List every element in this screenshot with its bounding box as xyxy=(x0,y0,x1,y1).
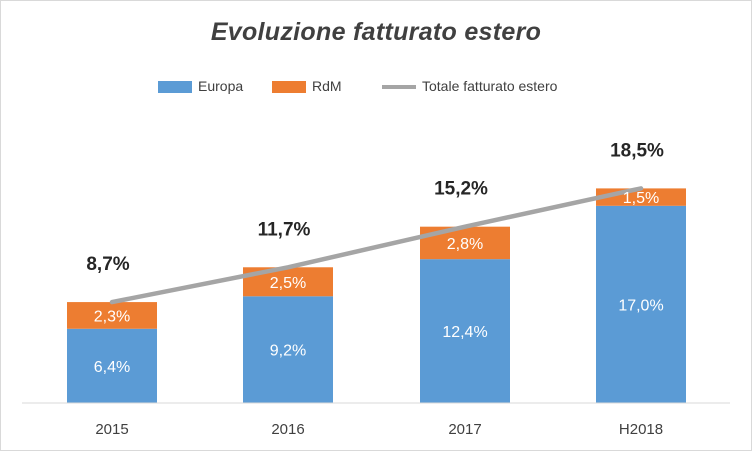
x-tick-label-2: 2017 xyxy=(448,421,481,438)
legend-label-totale: Totale fatturato estero xyxy=(422,78,558,94)
label-europa-1: 9,2% xyxy=(270,343,306,360)
bar-europa-3 xyxy=(596,205,686,403)
legend-label-rdm: RdM xyxy=(312,78,342,94)
label-rdm-1: 2,5% xyxy=(270,275,306,292)
label-europa-3: 17,0% xyxy=(618,297,663,314)
label-rdm-0: 2,3% xyxy=(94,308,130,325)
line-totale xyxy=(109,186,644,305)
bar-europa-1 xyxy=(243,296,333,403)
label-totale-3: 18,5% xyxy=(610,140,664,161)
bar-rdm-0 xyxy=(67,302,157,329)
label-rdm-3: 1,5% xyxy=(623,190,659,207)
legend-swatch-totale xyxy=(382,85,416,89)
legend-label-europa: Europa xyxy=(198,78,244,94)
x-tick-label-1: 2016 xyxy=(271,421,304,438)
chart-title: Evoluzione fatturato estero xyxy=(210,18,542,46)
legend-swatch-rdm xyxy=(272,81,306,93)
bar-europa-0 xyxy=(67,328,157,403)
x-tick-label-3: H2018 xyxy=(619,421,663,438)
label-europa-2: 12,4% xyxy=(442,324,487,341)
x-tick-label-0: 2015 xyxy=(95,421,128,438)
legend-swatch-europa xyxy=(158,81,192,93)
label-totale-2: 15,2% xyxy=(434,179,488,200)
label-rdm-2: 2,8% xyxy=(447,236,483,253)
label-totale-1: 11,7% xyxy=(258,219,311,240)
label-totale-0: 8,7% xyxy=(86,254,129,275)
bar-europa-2 xyxy=(420,259,510,403)
label-europa-0: 6,4% xyxy=(94,359,130,376)
legend: Europa RdM Totale fatturato estero xyxy=(0,76,752,96)
